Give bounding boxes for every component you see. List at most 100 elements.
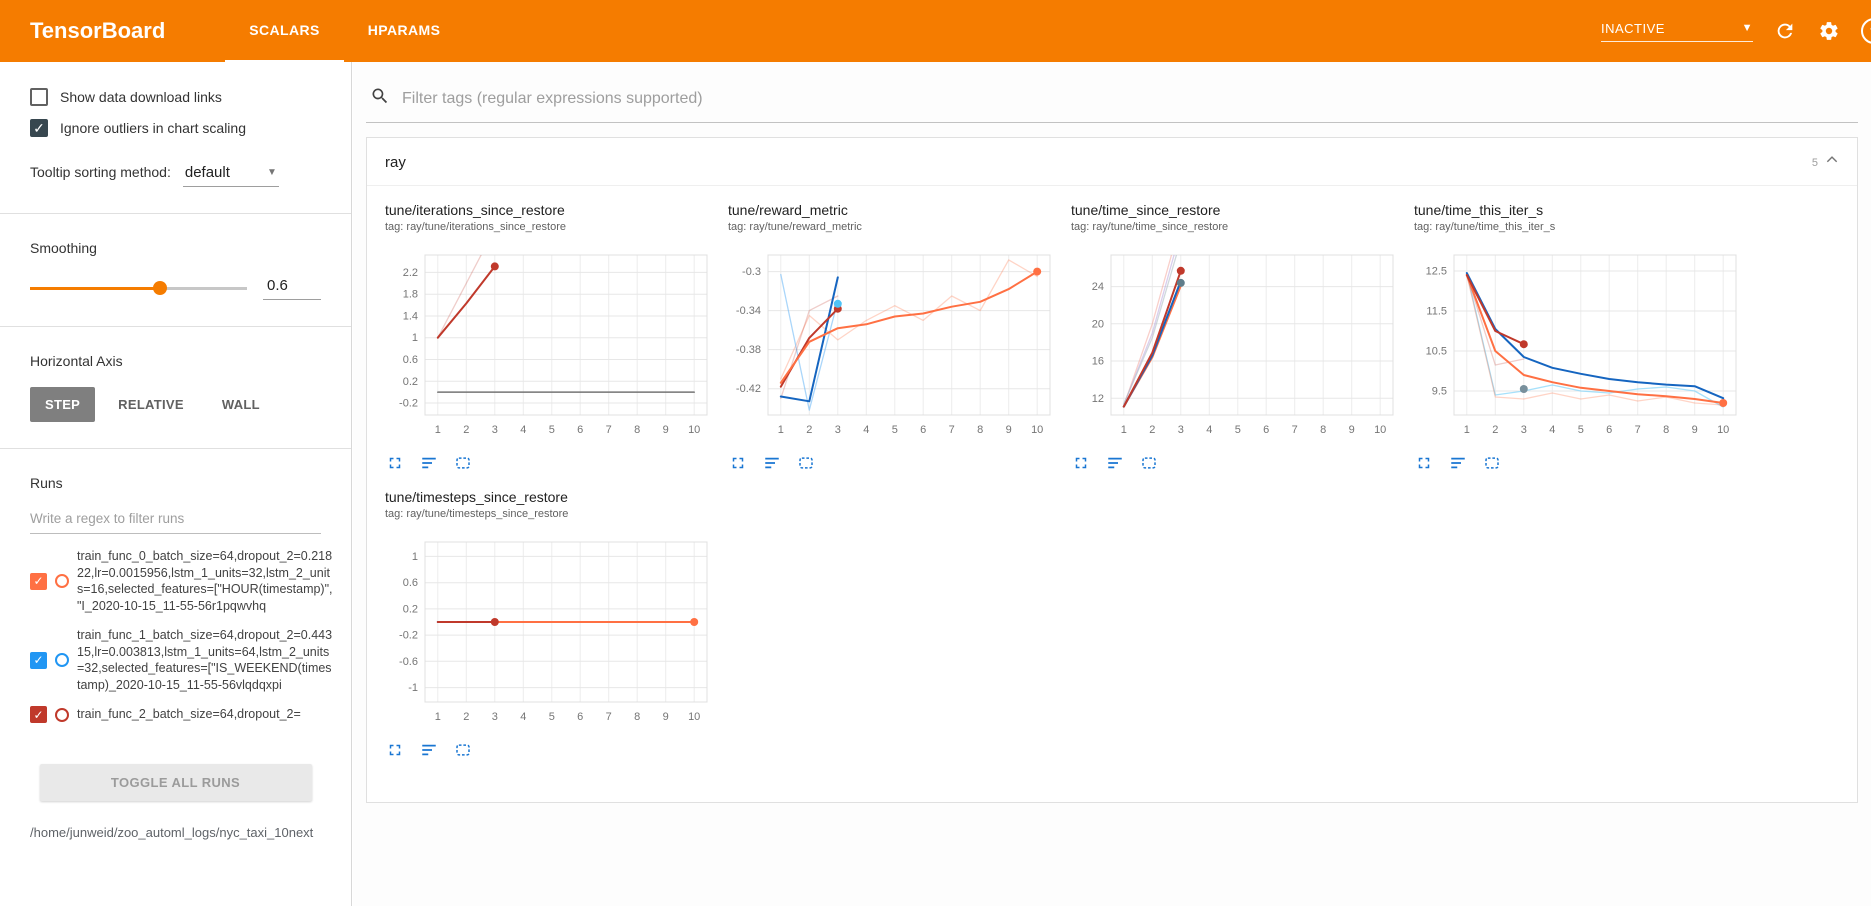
- checkbox-icon[interactable]: [30, 88, 48, 106]
- ignore-outliers-option[interactable]: ✓ Ignore outliers in chart scaling: [30, 119, 321, 137]
- chart-plot[interactable]: 1 2 3 4 5 6 7 8 9 10 12 16 20 24: [1071, 245, 1414, 446]
- checkbox-icon[interactable]: ✓: [30, 119, 48, 137]
- tag-filter: [366, 80, 1858, 123]
- run-checkbox-icon[interactable]: ✓: [30, 572, 47, 590]
- pin-chart-icon[interactable]: [1139, 453, 1159, 473]
- tab-bar: SCALARS HPARAMS: [225, 0, 464, 62]
- svg-text:10: 10: [688, 711, 700, 723]
- main-content: ray 5 tune/iterations_since_restore tag:…: [353, 62, 1871, 906]
- expand-chart-icon[interactable]: [385, 740, 405, 760]
- chart-tag: tag: ray/tune/time_this_iter_s: [1414, 221, 1556, 233]
- tab-hparams[interactable]: HPARAMS: [367, 22, 441, 38]
- tag-filter-input[interactable]: [402, 89, 1854, 108]
- chart-tag: tag: ray/tune/iterations_since_restore: [385, 221, 566, 233]
- svg-text:4: 4: [863, 424, 869, 436]
- svg-text:-1: -1: [408, 682, 418, 694]
- run-list-item[interactable]: ✓ train_func_1_batch_size=64,dropout_2=0…: [30, 627, 333, 693]
- runs-filter-input[interactable]: [30, 507, 321, 534]
- help-icon[interactable]: ?: [1861, 18, 1871, 44]
- svg-text:5: 5: [549, 424, 555, 436]
- run-list-item[interactable]: ✓ train_func_2_batch_size=64,dropout_2=: [30, 706, 333, 723]
- run-radio-icon[interactable]: [55, 707, 69, 722]
- runs-selector-icon[interactable]: [1448, 453, 1468, 473]
- run-name: train_func_0_batch_size=64,dropout_2=0.2…: [77, 549, 333, 613]
- section-count: 5: [1811, 156, 1818, 169]
- pin-chart-icon[interactable]: [453, 453, 473, 473]
- chart-plot[interactable]: 1 2 3 4 5 6 7 8 9 10 -0.42 -0.38 -0.34 -0.3: [728, 245, 1071, 446]
- svg-text:3: 3: [1178, 424, 1184, 436]
- tooltip-sorting-value: default: [184, 164, 230, 181]
- option-label: Show data download links: [60, 89, 222, 105]
- axis-option-wall[interactable]: WALL: [207, 387, 275, 422]
- svg-text:4: 4: [1206, 424, 1212, 436]
- svg-text:8: 8: [634, 711, 640, 723]
- chart-plot[interactable]: 1 2 3 4 5 6 7 8 9 10 -0.2 0.2 0.6 1 1.4 1.8 2.2: [385, 245, 728, 446]
- app-title: TensorBoard: [30, 18, 166, 43]
- svg-text:2: 2: [1492, 424, 1498, 436]
- svg-text:1: 1: [435, 424, 441, 436]
- svg-text:6: 6: [1606, 424, 1612, 436]
- tooltip-sorting-label: Tooltip sorting method:: [30, 164, 171, 180]
- svg-text:7: 7: [606, 424, 612, 436]
- ray-section-header[interactable]: ray 5: [367, 138, 1857, 186]
- chart-plot[interactable]: 1 2 3 4 5 6 7 8 9 10 9.5 10.5 11.5 12.5: [1414, 245, 1757, 446]
- expand-chart-icon[interactable]: [385, 453, 405, 473]
- chart-plot[interactable]: 1 2 3 4 5 6 7 8 9 10 -1 -0.6 -0.2 0.2 0.6 1: [385, 532, 728, 733]
- smoothing-control: 0.6: [30, 276, 321, 300]
- runs-selector-icon[interactable]: [1105, 453, 1125, 473]
- chevron-up-icon[interactable]: [1825, 153, 1839, 172]
- run-name: train_func_2_batch_size=64,dropout_2=: [77, 707, 301, 722]
- run-radio-icon[interactable]: [55, 574, 69, 588]
- runs-selector-icon[interactable]: [419, 453, 439, 473]
- smoothing-value[interactable]: 0.6: [263, 276, 321, 300]
- status-dropdown[interactable]: INACTIVE ▼: [1601, 21, 1753, 42]
- gear-icon[interactable]: [1817, 19, 1841, 43]
- runs-selector-icon[interactable]: [419, 740, 439, 760]
- svg-text:3: 3: [1521, 424, 1527, 436]
- divider: [0, 448, 351, 449]
- slider-thumb[interactable]: [153, 281, 168, 295]
- refresh-icon[interactable]: [1773, 19, 1797, 43]
- run-name: train_func_1_batch_size=64,dropout_2=0.4…: [77, 628, 333, 692]
- run-list-item[interactable]: ✓ train_func_0_batch_size=64,dropout_2=0…: [30, 548, 333, 614]
- expand-chart-icon[interactable]: [1071, 453, 1091, 473]
- charts-grid: tune/iterations_since_restore tag: ray/t…: [367, 186, 1857, 802]
- run-radio-icon[interactable]: [55, 653, 69, 667]
- tooltip-sorting-dropdown[interactable]: default ▼: [182, 163, 279, 187]
- runs-list: ✓ train_func_0_batch_size=64,dropout_2=0…: [0, 544, 351, 756]
- log-path: /home/junweid/zoo_automl_logs/nyc_taxi_1…: [30, 825, 314, 840]
- pin-chart-icon[interactable]: [1482, 453, 1502, 473]
- svg-text:2: 2: [806, 424, 812, 436]
- pin-chart-icon[interactable]: [453, 740, 473, 760]
- axis-option-relative[interactable]: RELATIVE: [103, 387, 199, 422]
- svg-text:7: 7: [606, 711, 612, 723]
- svg-text:11.5: 11.5: [1426, 306, 1447, 318]
- svg-text:12.5: 12.5: [1426, 266, 1447, 278]
- svg-text:9: 9: [663, 424, 669, 436]
- svg-text:1.4: 1.4: [403, 311, 418, 323]
- run-checkbox-icon[interactable]: ✓: [30, 706, 47, 723]
- svg-text:2: 2: [463, 711, 469, 723]
- svg-text:4: 4: [520, 711, 526, 723]
- pin-chart-icon[interactable]: [796, 453, 816, 473]
- expand-chart-icon[interactable]: [728, 453, 748, 473]
- svg-text:10: 10: [1717, 424, 1729, 436]
- smoothing-label: Smoothing: [30, 240, 97, 256]
- runs-selector-icon[interactable]: [762, 453, 782, 473]
- slider-track[interactable]: [30, 287, 247, 290]
- chart-title: tune/time_this_iter_s: [1414, 202, 1544, 218]
- svg-text:0.6: 0.6: [403, 577, 418, 589]
- expand-chart-icon[interactable]: [1414, 453, 1434, 473]
- axis-option-step[interactable]: STEP: [30, 387, 96, 422]
- svg-text:1: 1: [1121, 424, 1127, 436]
- chart-card: tune/time_this_iter_s tag: ray/tune/time…: [1414, 202, 1757, 473]
- run-checkbox-icon[interactable]: ✓: [30, 651, 47, 669]
- chart-card: tune/timesteps_since_restore tag: ray/tu…: [385, 489, 728, 760]
- svg-text:-0.38: -0.38: [736, 344, 761, 356]
- show-download-links-option[interactable]: Show data download links: [30, 88, 321, 106]
- tab-scalars[interactable]: SCALARS: [225, 0, 344, 62]
- smoothing-slider[interactable]: [30, 279, 247, 297]
- svg-text:2.2: 2.2: [403, 267, 418, 279]
- svg-text:5: 5: [892, 424, 898, 436]
- toggle-all-runs-button[interactable]: TOGGLE ALL RUNS: [39, 764, 312, 801]
